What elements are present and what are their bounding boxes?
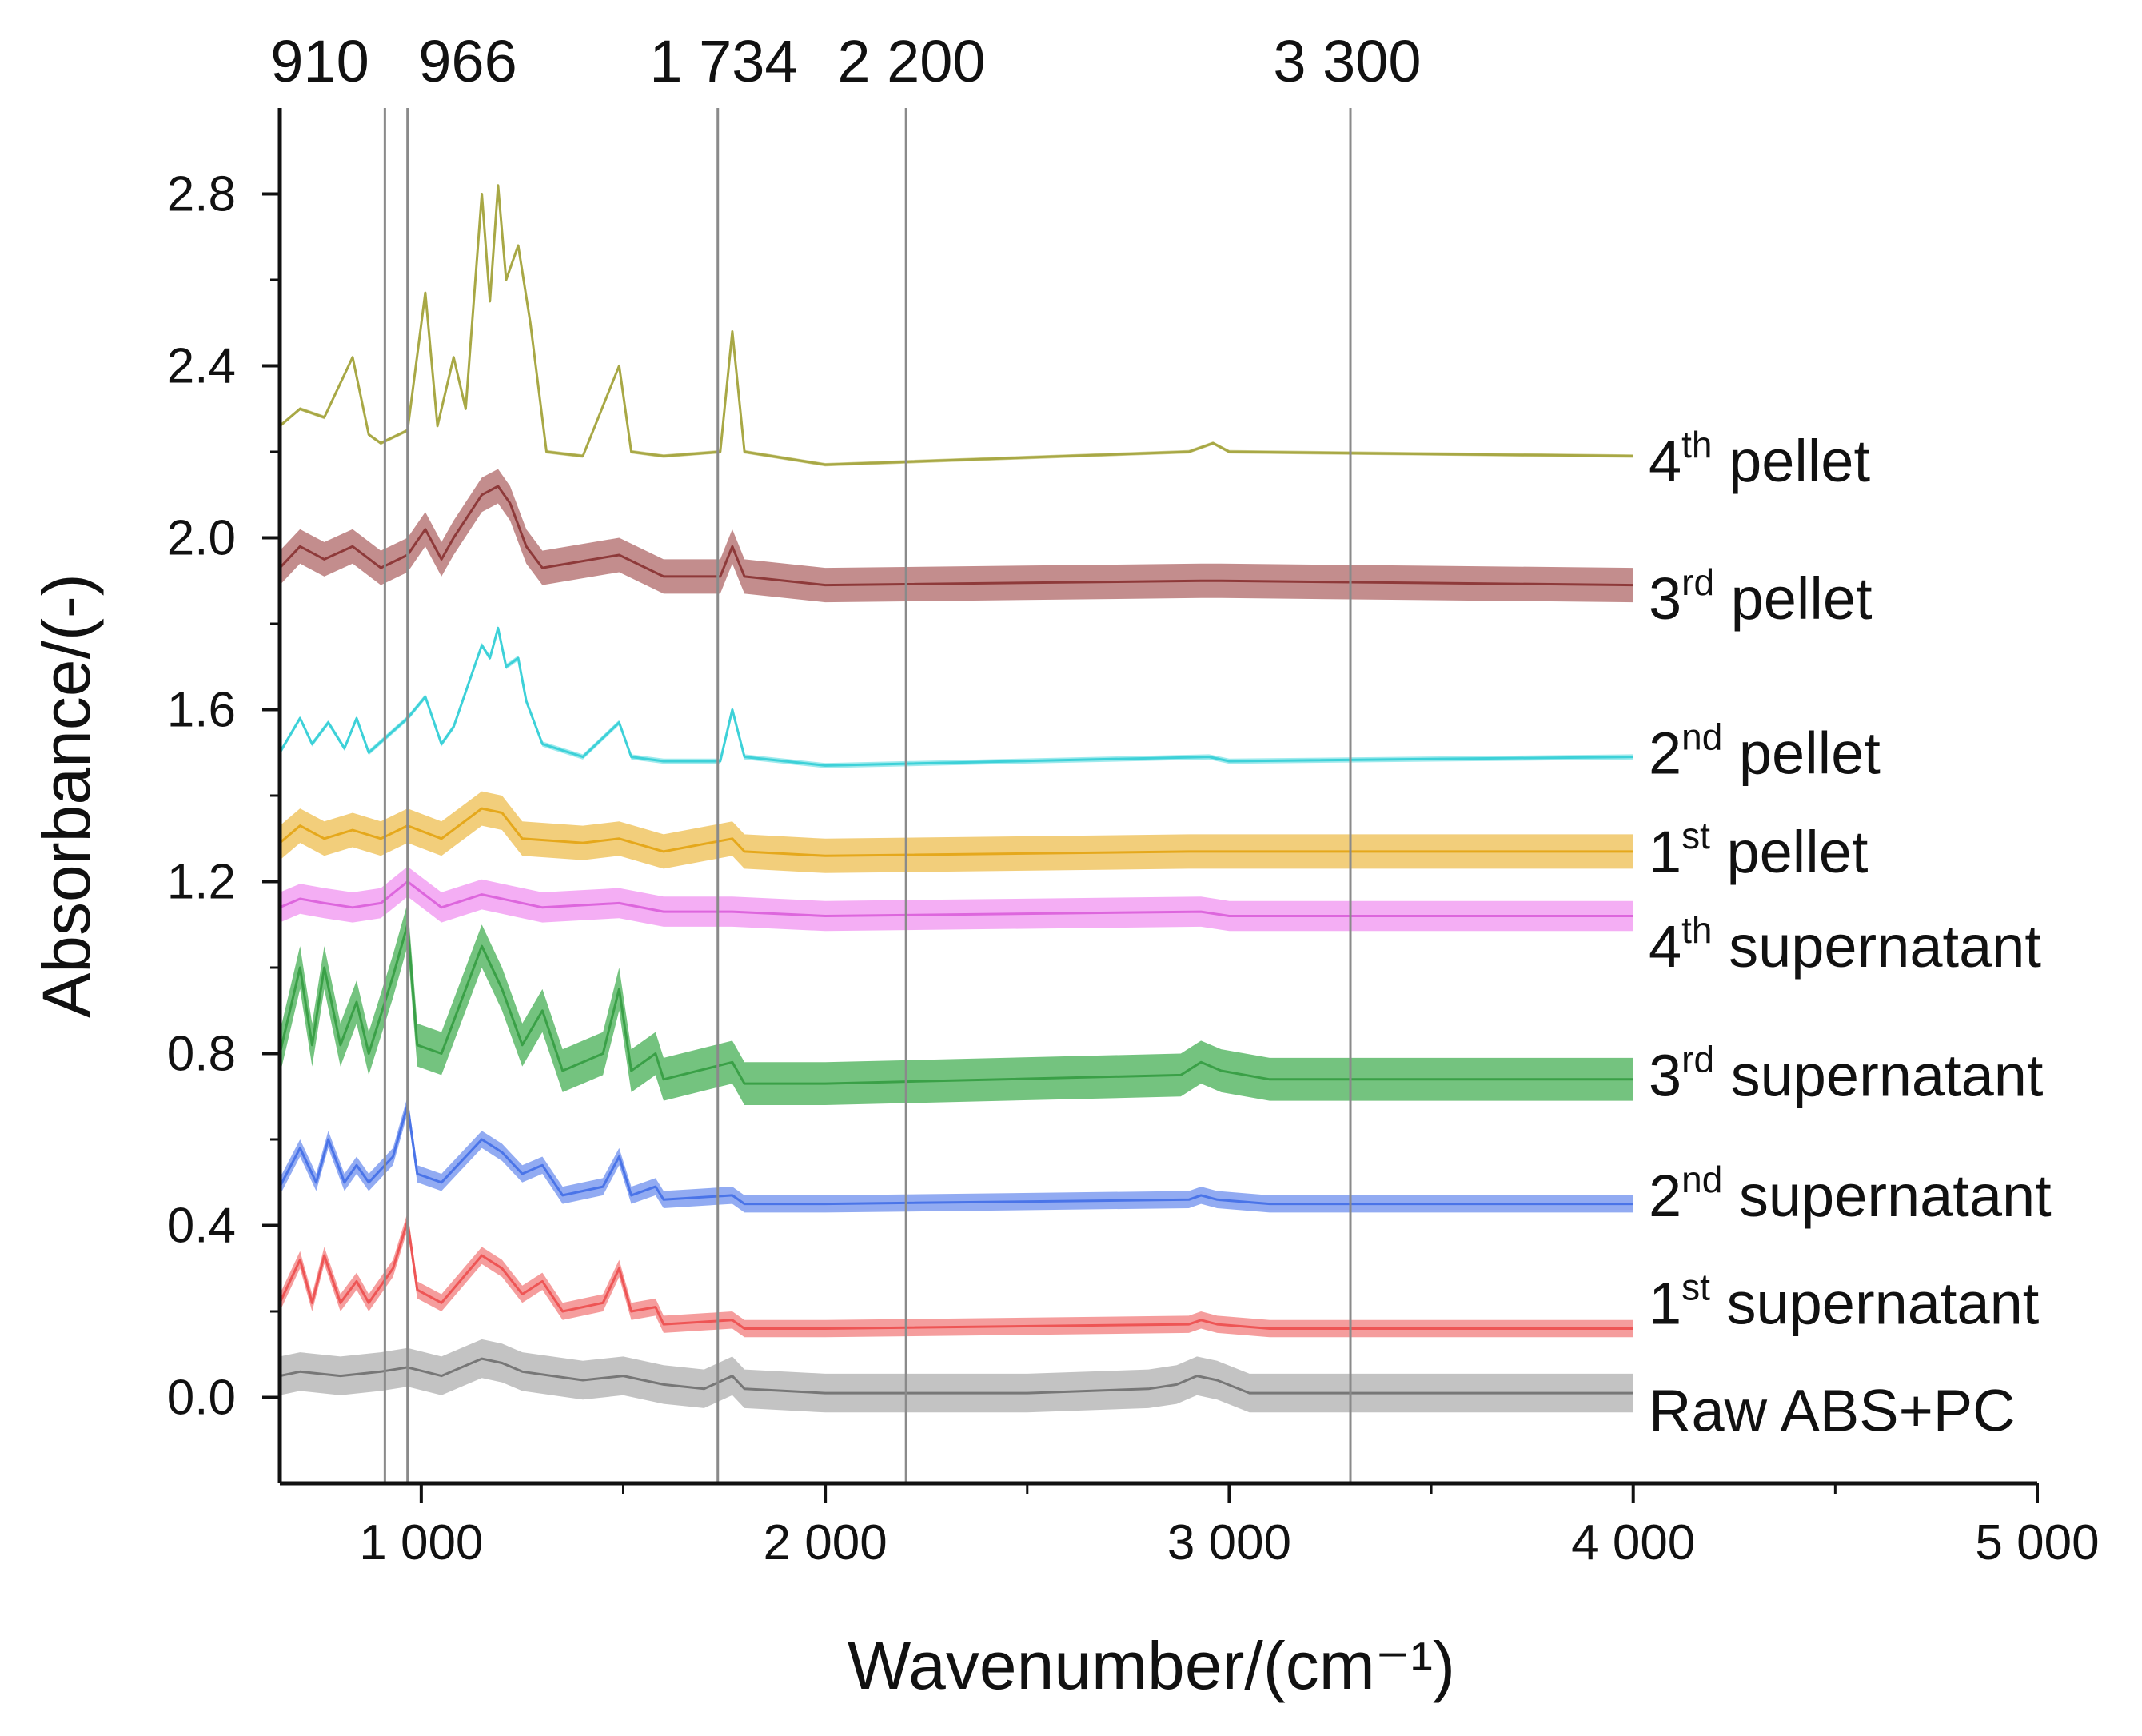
x-tick-label-3: 4 000	[1571, 1515, 1695, 1570]
series-band-7	[280, 469, 1633, 603]
legend-label-7: 3rd pellet	[1649, 561, 1873, 632]
series-line-2	[278, 1103, 1633, 1206]
y-ticks: 0.0 0.4 0.8 1.2 1.6 2.0 2.4 2.8	[167, 167, 280, 1426]
series-line-3	[278, 923, 1633, 1085]
y-tick-label-4: 1.6	[167, 683, 236, 738]
series-band-2	[280, 1096, 1633, 1213]
x-tick-label-1: 2 000	[764, 1515, 888, 1570]
legend-label-2: 2nd supernatant	[1649, 1159, 2052, 1229]
reference-line-labels: 910 966 1 734 2 200 3 300	[270, 28, 1421, 94]
reference-label-1: 966	[418, 28, 517, 94]
legend-label-8: 4th pellet	[1649, 424, 1870, 494]
series-line-4	[279, 880, 1633, 917]
x-tick-label-2: 3 000	[1167, 1515, 1291, 1570]
series-band-3	[280, 903, 1633, 1105]
legend-label-6: 2nd pellet	[1649, 716, 1881, 786]
series-band-0	[280, 1339, 1633, 1413]
series-line-6	[278, 626, 1633, 767]
series-line-1	[278, 1219, 1633, 1330]
series-band-8	[280, 183, 1633, 467]
y-tick-label-2: 0.8	[167, 1027, 236, 1082]
y-tick-label-7: 2.8	[167, 167, 236, 222]
series-band-1	[280, 1212, 1633, 1338]
x-tick-label-4: 5 000	[1975, 1515, 2099, 1570]
legend-label-1: 1st supernatant	[1649, 1266, 2040, 1336]
reference-label-4: 3 300	[1273, 28, 1421, 94]
legend-label-0: Raw ABS+PC	[1649, 1378, 2016, 1444]
y-tick-label-1: 0.4	[167, 1199, 236, 1254]
y-tick-label-3: 1.2	[167, 855, 236, 910]
series-band-5	[280, 791, 1633, 873]
y-tick-label-0: 0.0	[167, 1371, 236, 1426]
legend-label-5: 1st pellet	[1649, 815, 1869, 885]
reference-lines	[383, 108, 1352, 1483]
series-band-4	[280, 866, 1633, 932]
y-tick-label-6: 2.4	[167, 339, 236, 394]
reference-label-0: 910	[270, 28, 369, 94]
reference-label-3: 2 200	[837, 28, 985, 94]
legend: Raw ABS+PC 1st supernatant 2nd supernatant…	[1649, 424, 2052, 1444]
series-line-5	[279, 807, 1633, 857]
x-ticks: 1 000 2 000 3 000 4 000 5 000	[359, 1483, 2100, 1570]
x-tick-label-0: 1 000	[359, 1515, 483, 1570]
reference-label-2: 1 734	[649, 28, 797, 94]
series-line-7	[278, 485, 1633, 587]
y-axis-title: Absorbance/(-)	[29, 573, 104, 1018]
series-line-8	[279, 184, 1633, 466]
confidence-bands	[280, 183, 1633, 1413]
y-tick-label-5: 2.0	[167, 511, 236, 566]
legend-label-4: 4th supernatant	[1649, 909, 2041, 980]
x-axis-title: Wavenumber/(cm⁻¹)	[848, 1628, 1455, 1703]
series-line-0	[279, 1357, 1633, 1395]
spectra-lines	[278, 184, 1633, 1395]
legend-label-3: 3rd supernatant	[1649, 1038, 2044, 1108]
